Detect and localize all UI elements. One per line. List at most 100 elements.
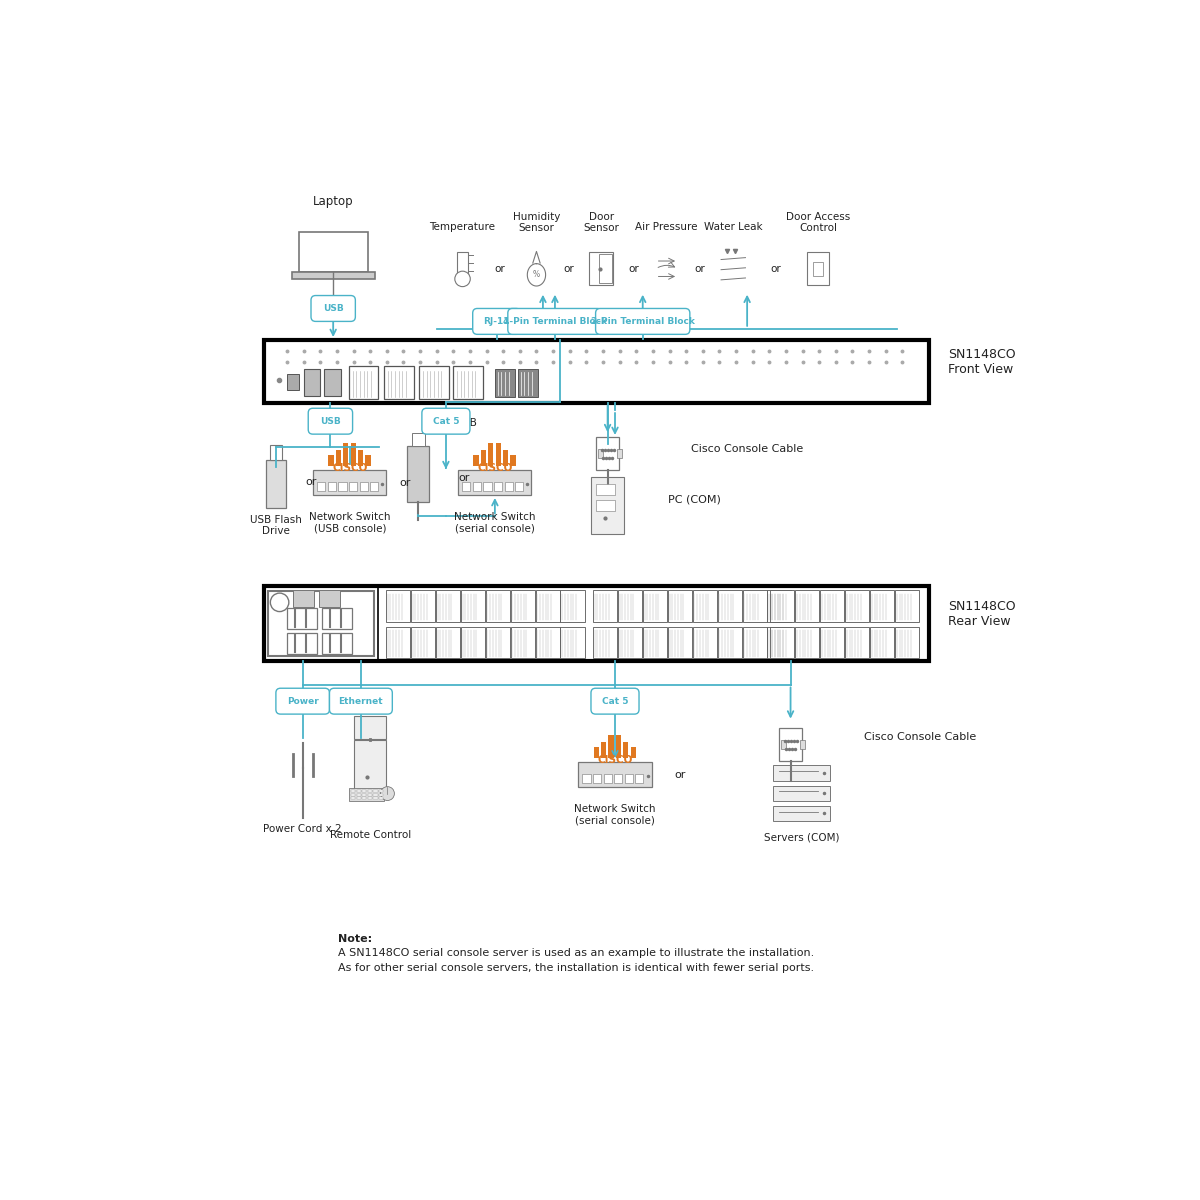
Bar bbox=[304, 370, 320, 396]
Bar bbox=[845, 626, 869, 659]
Bar bbox=[593, 590, 617, 622]
Bar bbox=[535, 626, 559, 659]
Bar bbox=[594, 748, 599, 758]
Bar bbox=[354, 716, 386, 739]
Bar bbox=[496, 443, 500, 467]
Bar bbox=[356, 790, 361, 792]
Text: A SN1148CO serial console server is used as an example to illustrate the install: A SN1148CO serial console server is used… bbox=[338, 948, 814, 959]
Bar bbox=[486, 626, 510, 659]
Bar bbox=[352, 790, 355, 792]
Bar bbox=[264, 586, 929, 661]
Bar bbox=[596, 499, 614, 511]
Bar bbox=[379, 797, 383, 799]
Bar bbox=[328, 481, 336, 491]
Text: Remote Control: Remote Control bbox=[330, 830, 410, 840]
Bar bbox=[264, 340, 929, 403]
Text: SN1148CO
Front View: SN1148CO Front View bbox=[948, 348, 1015, 376]
FancyBboxPatch shape bbox=[590, 689, 640, 714]
Bar bbox=[268, 592, 374, 656]
Bar bbox=[796, 626, 820, 659]
Bar bbox=[625, 774, 632, 782]
Text: Humidity
Sensor: Humidity Sensor bbox=[512, 211, 560, 233]
Text: or: or bbox=[400, 478, 410, 488]
Bar bbox=[484, 481, 492, 491]
Bar bbox=[407, 446, 430, 502]
Bar bbox=[596, 437, 619, 470]
Polygon shape bbox=[527, 264, 546, 286]
Bar bbox=[560, 626, 584, 659]
Bar bbox=[770, 626, 794, 659]
Bar bbox=[616, 736, 620, 758]
Text: RJ-11: RJ-11 bbox=[484, 317, 510, 326]
Bar bbox=[474, 455, 479, 467]
Bar bbox=[386, 590, 410, 622]
Bar bbox=[692, 590, 716, 622]
Text: USB: USB bbox=[323, 304, 343, 313]
Bar bbox=[265, 460, 286, 509]
Bar bbox=[799, 740, 805, 749]
Bar bbox=[718, 626, 742, 659]
Bar bbox=[436, 590, 460, 622]
Bar bbox=[593, 626, 617, 659]
Bar bbox=[292, 271, 374, 280]
Bar bbox=[458, 470, 532, 494]
Bar bbox=[373, 793, 378, 796]
Bar bbox=[510, 626, 535, 659]
Circle shape bbox=[270, 593, 289, 612]
Bar bbox=[360, 481, 367, 491]
Bar bbox=[356, 797, 361, 799]
Bar bbox=[349, 366, 378, 400]
FancyBboxPatch shape bbox=[311, 295, 355, 322]
Bar bbox=[768, 626, 792, 659]
Bar bbox=[287, 607, 317, 629]
Text: Network Switch
(serial console): Network Switch (serial console) bbox=[575, 804, 655, 826]
Bar bbox=[535, 590, 559, 622]
Text: As for other serial console servers, the installation is identical with fewer se: As for other serial console servers, the… bbox=[338, 964, 814, 973]
Bar bbox=[773, 786, 830, 800]
Bar bbox=[604, 774, 612, 782]
Bar bbox=[743, 626, 767, 659]
Bar bbox=[461, 590, 485, 622]
Text: USB: USB bbox=[320, 416, 341, 426]
Bar bbox=[779, 728, 803, 761]
Bar bbox=[384, 366, 414, 400]
Bar bbox=[329, 455, 334, 467]
Text: 4-Pin Terminal Block: 4-Pin Terminal Block bbox=[503, 317, 607, 326]
Bar bbox=[362, 790, 366, 792]
Bar bbox=[343, 443, 348, 467]
Text: Power Cord x 2: Power Cord x 2 bbox=[263, 823, 342, 834]
Bar bbox=[461, 626, 485, 659]
Bar bbox=[718, 590, 742, 622]
Text: Network Switch
(USB console): Network Switch (USB console) bbox=[310, 512, 390, 534]
Bar bbox=[895, 590, 919, 622]
Bar bbox=[643, 626, 667, 659]
Text: or: or bbox=[674, 770, 685, 780]
Text: Door Access
Control: Door Access Control bbox=[786, 211, 851, 233]
Text: Temperature: Temperature bbox=[430, 222, 496, 232]
Bar bbox=[494, 368, 515, 397]
FancyBboxPatch shape bbox=[508, 308, 602, 335]
Bar bbox=[589, 252, 613, 286]
Bar bbox=[299, 232, 368, 271]
Bar bbox=[322, 632, 352, 654]
Bar bbox=[796, 590, 820, 622]
Bar bbox=[623, 742, 629, 758]
Text: USB Flash
Drive: USB Flash Drive bbox=[250, 515, 302, 536]
Bar bbox=[412, 433, 425, 446]
Bar bbox=[336, 450, 341, 467]
Text: or: or bbox=[770, 264, 781, 274]
Bar bbox=[362, 793, 366, 796]
Text: CISCO: CISCO bbox=[598, 755, 632, 766]
Bar bbox=[319, 590, 340, 607]
Bar bbox=[410, 626, 434, 659]
Bar bbox=[368, 793, 372, 796]
Bar bbox=[494, 481, 502, 491]
Bar bbox=[486, 590, 510, 622]
Bar bbox=[457, 252, 468, 278]
Text: SN1148CO
Rear View: SN1148CO Rear View bbox=[948, 600, 1015, 629]
Bar bbox=[350, 443, 355, 467]
Bar bbox=[338, 481, 347, 491]
Bar bbox=[845, 590, 869, 622]
Bar bbox=[294, 590, 313, 607]
Bar bbox=[419, 366, 449, 400]
